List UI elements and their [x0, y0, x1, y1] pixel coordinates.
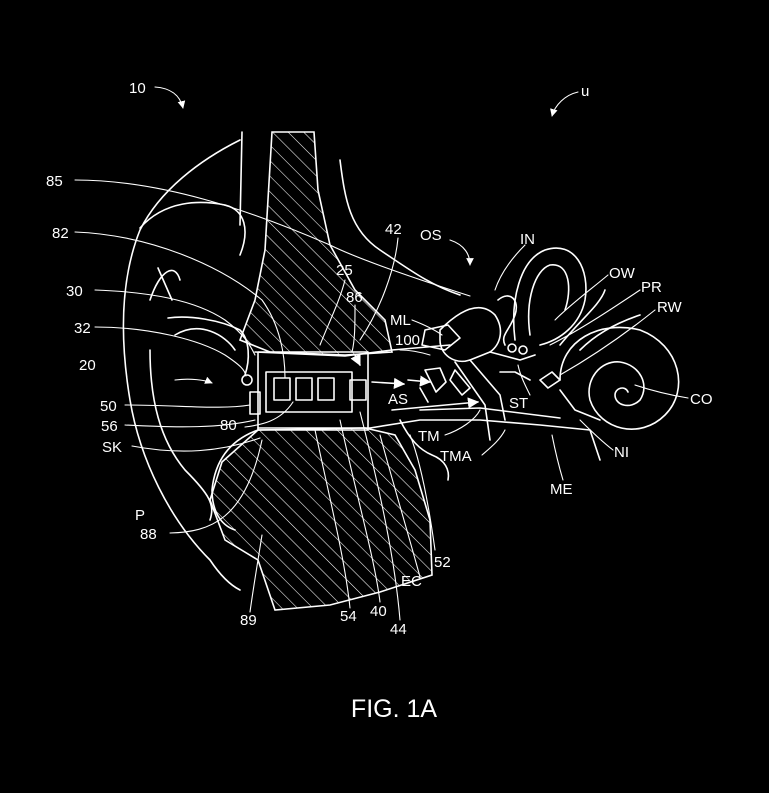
label-52: 52: [434, 554, 451, 571]
label-in: IN: [520, 231, 535, 248]
label-80: 80: [220, 417, 237, 434]
label-ec: EC: [401, 573, 422, 590]
label-40: 40: [370, 603, 387, 620]
label-20: 20: [79, 357, 96, 374]
label-ow: OW: [609, 265, 636, 282]
label-10: 10: [129, 80, 146, 97]
label-54: 54: [340, 608, 357, 625]
label-50: 50: [100, 398, 117, 415]
label-25: 25: [336, 262, 353, 279]
label-82: 82: [52, 225, 69, 242]
label-ml: ML: [390, 312, 411, 329]
label-85: 85: [46, 173, 63, 190]
hearing-device: [242, 372, 366, 414]
inner-ear: [508, 248, 679, 429]
label-44: 44: [390, 621, 407, 638]
label-42: 42: [385, 221, 402, 238]
label-rw: RW: [657, 299, 683, 316]
label-st: ST: [509, 395, 528, 412]
label-30: 30: [66, 283, 83, 300]
label-p: P: [135, 507, 145, 524]
label-pr: PR: [641, 279, 662, 296]
label-me: ME: [550, 481, 573, 498]
label-tm: TM: [418, 428, 440, 445]
figure-caption: FIG. 1A: [351, 695, 437, 723]
label-32: 32: [74, 320, 91, 337]
label-os: OS: [420, 227, 442, 244]
label-co: CO: [690, 391, 713, 408]
label-88: 88: [140, 526, 157, 543]
inner-arrows: [355, 355, 478, 410]
label-89: 89: [240, 612, 257, 629]
middle-ear: [420, 296, 535, 440]
label-56: 56: [101, 418, 118, 435]
label-tma: TMA: [440, 448, 472, 465]
label-86: 86: [346, 289, 363, 306]
skin-hatch-upper: [240, 132, 392, 355]
label-u: u: [581, 83, 589, 100]
label-sk: SK: [102, 439, 122, 456]
label-100: 100: [395, 332, 420, 349]
label-ni: NI: [614, 444, 629, 461]
label-as: AS: [388, 391, 408, 408]
